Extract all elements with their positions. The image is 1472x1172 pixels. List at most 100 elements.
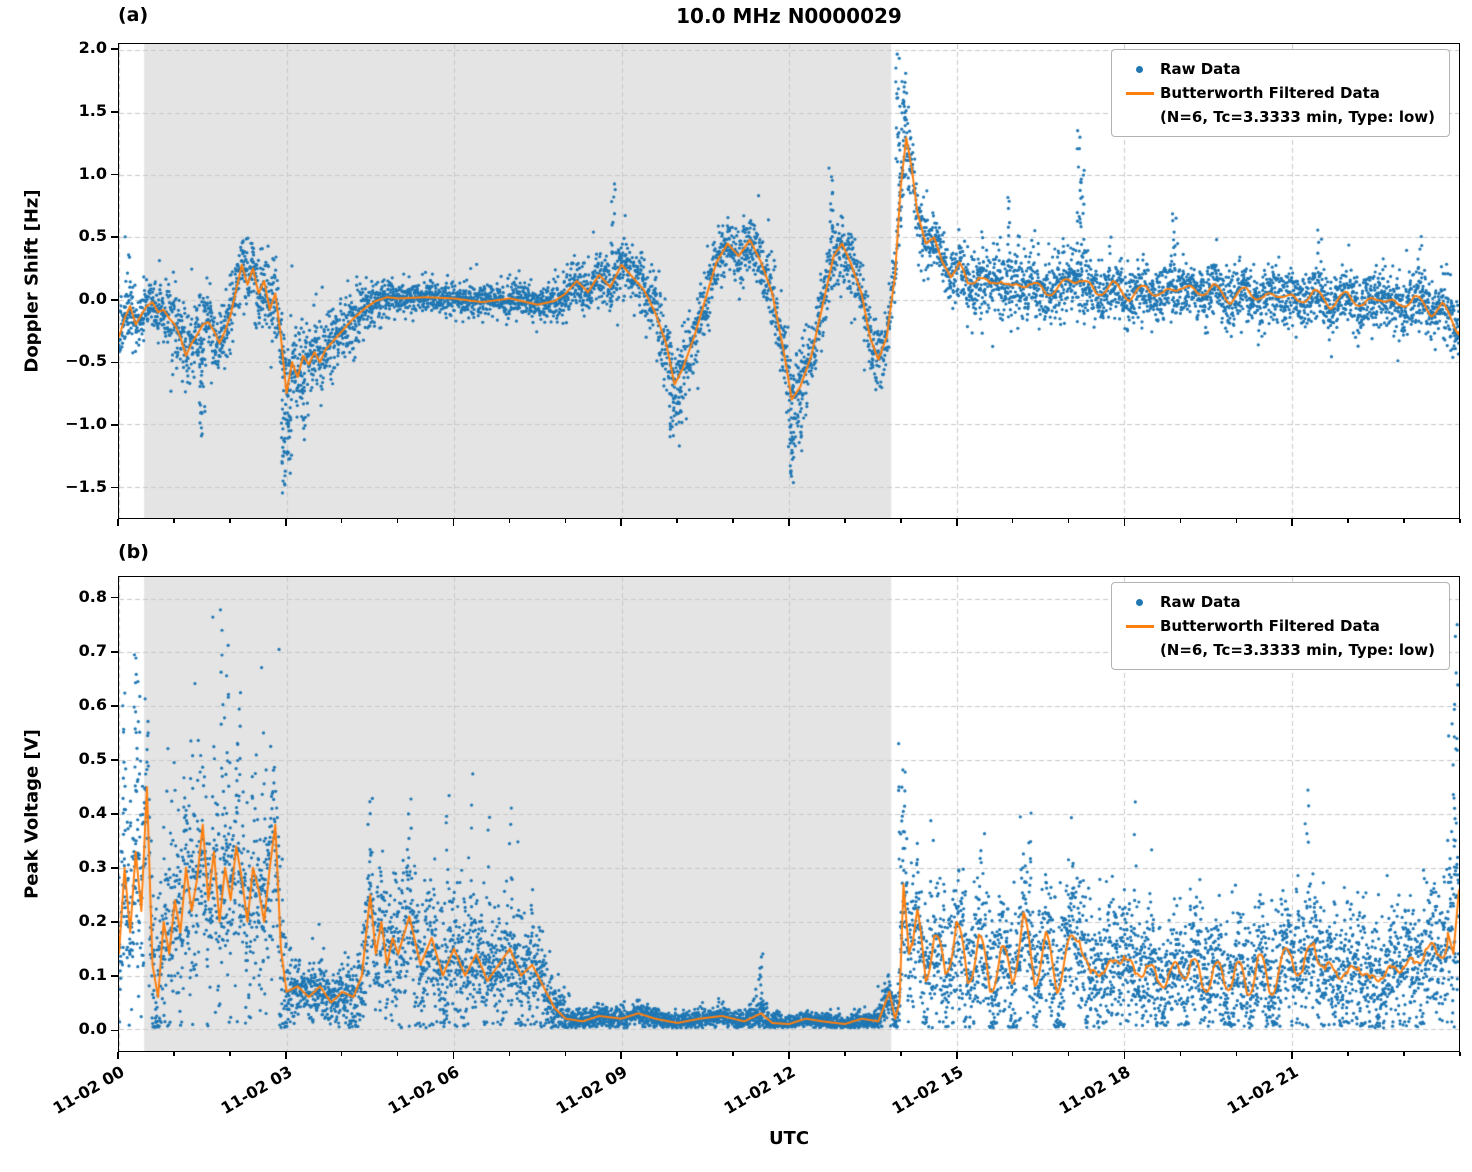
tick-mark <box>452 519 455 526</box>
y-tick-label: 0.0 <box>78 288 107 308</box>
x-axis-label: UTC <box>768 1128 810 1149</box>
raw-data-dot-marker <box>1136 598 1144 606</box>
legend-filtered-marker-cell <box>1120 91 1160 95</box>
tick-mark <box>1011 1052 1014 1056</box>
tick-mark <box>111 759 118 761</box>
x-tick-label: 11-02 09 <box>552 1062 631 1118</box>
tick-mark <box>117 519 119 526</box>
tick-mark <box>111 650 118 653</box>
y-tick-label: 0.4 <box>78 803 107 822</box>
legend-filtered-row: Butterworth Filtered Data <box>1120 614 1435 638</box>
tick-mark <box>229 519 231 523</box>
tick-mark <box>844 1052 846 1056</box>
tick-mark <box>1459 519 1461 523</box>
y-tick-label: 0.7 <box>78 640 107 660</box>
tick-mark <box>1123 1052 1126 1059</box>
tick-mark <box>117 1052 119 1059</box>
tick-mark <box>111 298 118 301</box>
tick-mark <box>1347 1052 1349 1056</box>
tick-mark <box>676 519 678 523</box>
x-tick-label: 11-02 12 <box>720 1062 799 1118</box>
tick-mark <box>340 1052 343 1056</box>
y-tick-label: 0.0 <box>78 1019 107 1039</box>
filtered-line-marker <box>1125 91 1154 95</box>
y-tick-label: 0.2 <box>78 911 107 931</box>
tick-mark <box>111 48 118 51</box>
tick-mark <box>1403 519 1405 523</box>
tick-mark <box>1011 519 1014 523</box>
tick-mark <box>844 519 846 523</box>
tick-mark <box>111 111 118 113</box>
tick-mark <box>788 1052 790 1059</box>
legend-filtered-marker-cell <box>1120 624 1160 628</box>
tick-mark <box>900 519 902 523</box>
y-tick-label: −0.5 <box>65 351 107 371</box>
tick-mark <box>676 1052 678 1056</box>
tick-mark <box>1291 519 1294 526</box>
tick-mark <box>732 519 734 523</box>
filtered-line-marker <box>1125 624 1154 628</box>
legend-raw-row: Raw Data <box>1120 57 1435 81</box>
y-tick-label: 0.3 <box>78 857 107 877</box>
panel-b-legend: Raw Data Butterworth Filtered Data (N=6,… <box>1110 582 1450 670</box>
tick-mark <box>732 1052 734 1056</box>
x-tick-label: 11-02 00 <box>49 1062 128 1118</box>
tick-mark <box>508 519 511 523</box>
tick-mark <box>111 486 118 489</box>
y-tick-label: 0.5 <box>78 748 107 768</box>
panel-b-plot-area: Raw Data Butterworth Filtered Data (N=6,… <box>118 576 1460 1052</box>
legend-filtered-sublabel: (N=6, Tc=3.3333 min, Type: low) <box>1159 641 1435 659</box>
tick-mark <box>111 236 118 238</box>
tick-mark <box>111 867 118 869</box>
tick-mark <box>284 519 287 526</box>
tick-mark <box>396 1052 399 1056</box>
tick-mark <box>1235 519 1238 523</box>
legend-raw-marker-cell <box>1120 598 1160 606</box>
y-tick-label: 0.1 <box>78 965 107 985</box>
x-tick-label: 11-02 15 <box>888 1062 967 1118</box>
x-tick-label: 11-02 06 <box>385 1062 463 1118</box>
y-tick-label: 0.8 <box>78 586 107 606</box>
x-tick-label: 11-02 21 <box>1223 1062 1302 1118</box>
legend-raw-label: Raw Data <box>1159 60 1241 78</box>
legend-raw-marker-cell <box>1120 65 1160 73</box>
panel-a-plot-area: Raw Data Butterworth Filtered Data (N=6,… <box>118 43 1460 519</box>
tick-mark <box>955 1052 958 1059</box>
tick-mark <box>340 519 343 523</box>
tick-mark <box>620 1052 623 1059</box>
tick-mark <box>111 813 118 815</box>
legend-filtered-label: Butterworth Filtered Data <box>1159 84 1380 102</box>
tick-mark <box>173 519 175 523</box>
tick-mark <box>111 424 118 426</box>
tick-mark <box>1347 519 1349 523</box>
tick-mark <box>111 1029 118 1032</box>
tick-mark <box>173 1052 175 1056</box>
tick-mark <box>111 705 118 707</box>
tick-mark <box>111 975 118 978</box>
y-tick-label: 1.5 <box>78 100 107 120</box>
tick-mark <box>1179 519 1182 523</box>
figure-title: 10.0 MHz N0000029 <box>676 4 902 28</box>
tick-mark <box>229 1052 231 1056</box>
legend-raw-label: Raw Data <box>1159 593 1241 611</box>
tick-mark <box>620 519 623 526</box>
panel-a-tag: (a) <box>118 4 149 26</box>
x-tick-label: 11-02 18 <box>1056 1062 1134 1118</box>
raw-data-dot-marker <box>1136 65 1144 73</box>
tick-mark <box>452 1052 455 1059</box>
panel-a-legend: Raw Data Butterworth Filtered Data (N=6,… <box>1110 49 1450 137</box>
tick-mark <box>955 519 958 526</box>
tick-mark <box>1235 1052 1238 1056</box>
y-tick-label: 0.5 <box>78 226 107 246</box>
tick-mark <box>1123 519 1126 526</box>
tick-mark <box>111 596 118 599</box>
tick-mark <box>564 1052 567 1056</box>
y-tick-label: 0.6 <box>78 694 107 714</box>
panel-a-y-axis-label: Doppler Shift [Hz] <box>21 189 43 373</box>
tick-mark <box>111 361 118 364</box>
tick-mark <box>1179 1052 1182 1056</box>
tick-mark <box>1291 1052 1294 1059</box>
tick-mark <box>111 921 118 923</box>
tick-mark <box>1459 1052 1461 1056</box>
tick-mark <box>1403 1052 1405 1056</box>
